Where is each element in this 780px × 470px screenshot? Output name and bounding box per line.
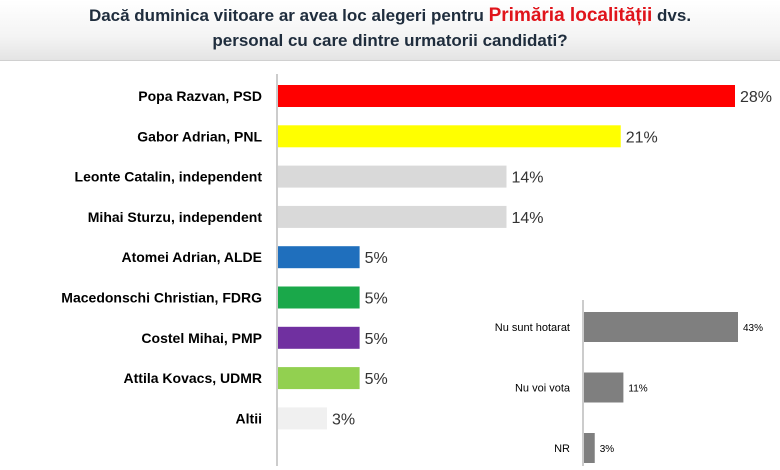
bar: [278, 407, 327, 430]
bar: [278, 125, 621, 148]
category-label: Mihai Sturzu, independent: [88, 209, 263, 225]
value-label: 21%: [626, 129, 658, 146]
chart-header: Dacă duminica viitoare ar avea loc alege…: [0, 0, 780, 61]
inset-category-label: NR: [554, 443, 570, 455]
category-label: Attila Kovacs, UDMR: [124, 370, 262, 386]
chart-title: Dacă duminica viitoare ar avea loc alege…: [60, 3, 720, 53]
value-label: 5%: [365, 331, 388, 348]
inset-category-label: Nu voi vota: [515, 383, 571, 395]
title-text-end: dvs.: [652, 6, 692, 25]
bar: [278, 85, 735, 107]
category-label: Atomei Adrian, ALDE: [121, 249, 262, 265]
title-line-2: personal cu care dintre urmatorii candid…: [212, 31, 568, 50]
value-label: 28%: [740, 89, 772, 106]
inset-value-label: 11%: [628, 384, 647, 395]
title-text-start: Dacă duminica viitoare ar avea loc alege…: [88, 6, 489, 25]
inset-value-label: 43%: [743, 323, 763, 334]
value-label: 3%: [332, 411, 355, 428]
bar: [278, 165, 507, 188]
bar: [278, 205, 507, 228]
value-label: 14%: [512, 170, 544, 187]
category-label: Macedonschi Christian, FDRG: [61, 290, 262, 306]
title-highlight: Primăria localității: [488, 5, 653, 26]
bar: [278, 367, 360, 390]
bar: [278, 246, 360, 269]
bar: [278, 286, 360, 309]
value-label: 14%: [512, 210, 544, 227]
inset-bar: [584, 312, 738, 342]
inset-bar: [584, 372, 624, 403]
value-label: 5%: [365, 291, 388, 308]
inset-bar: [584, 433, 595, 463]
category-label: Popa Razvan, PSD: [138, 88, 262, 104]
value-label: 5%: [365, 371, 388, 388]
category-label: Altii: [236, 410, 262, 426]
category-label: Costel Mihai, PMP: [141, 330, 262, 346]
bar: [278, 326, 360, 349]
category-label: Leonte Catalin, independent: [75, 169, 263, 185]
inset-category-label: Nu sunt hotarat: [495, 322, 570, 334]
value-label: 5%: [365, 250, 388, 267]
inset-value-label: 3%: [600, 444, 615, 455]
category-label: Gabor Adrian, PNL: [137, 128, 262, 144]
